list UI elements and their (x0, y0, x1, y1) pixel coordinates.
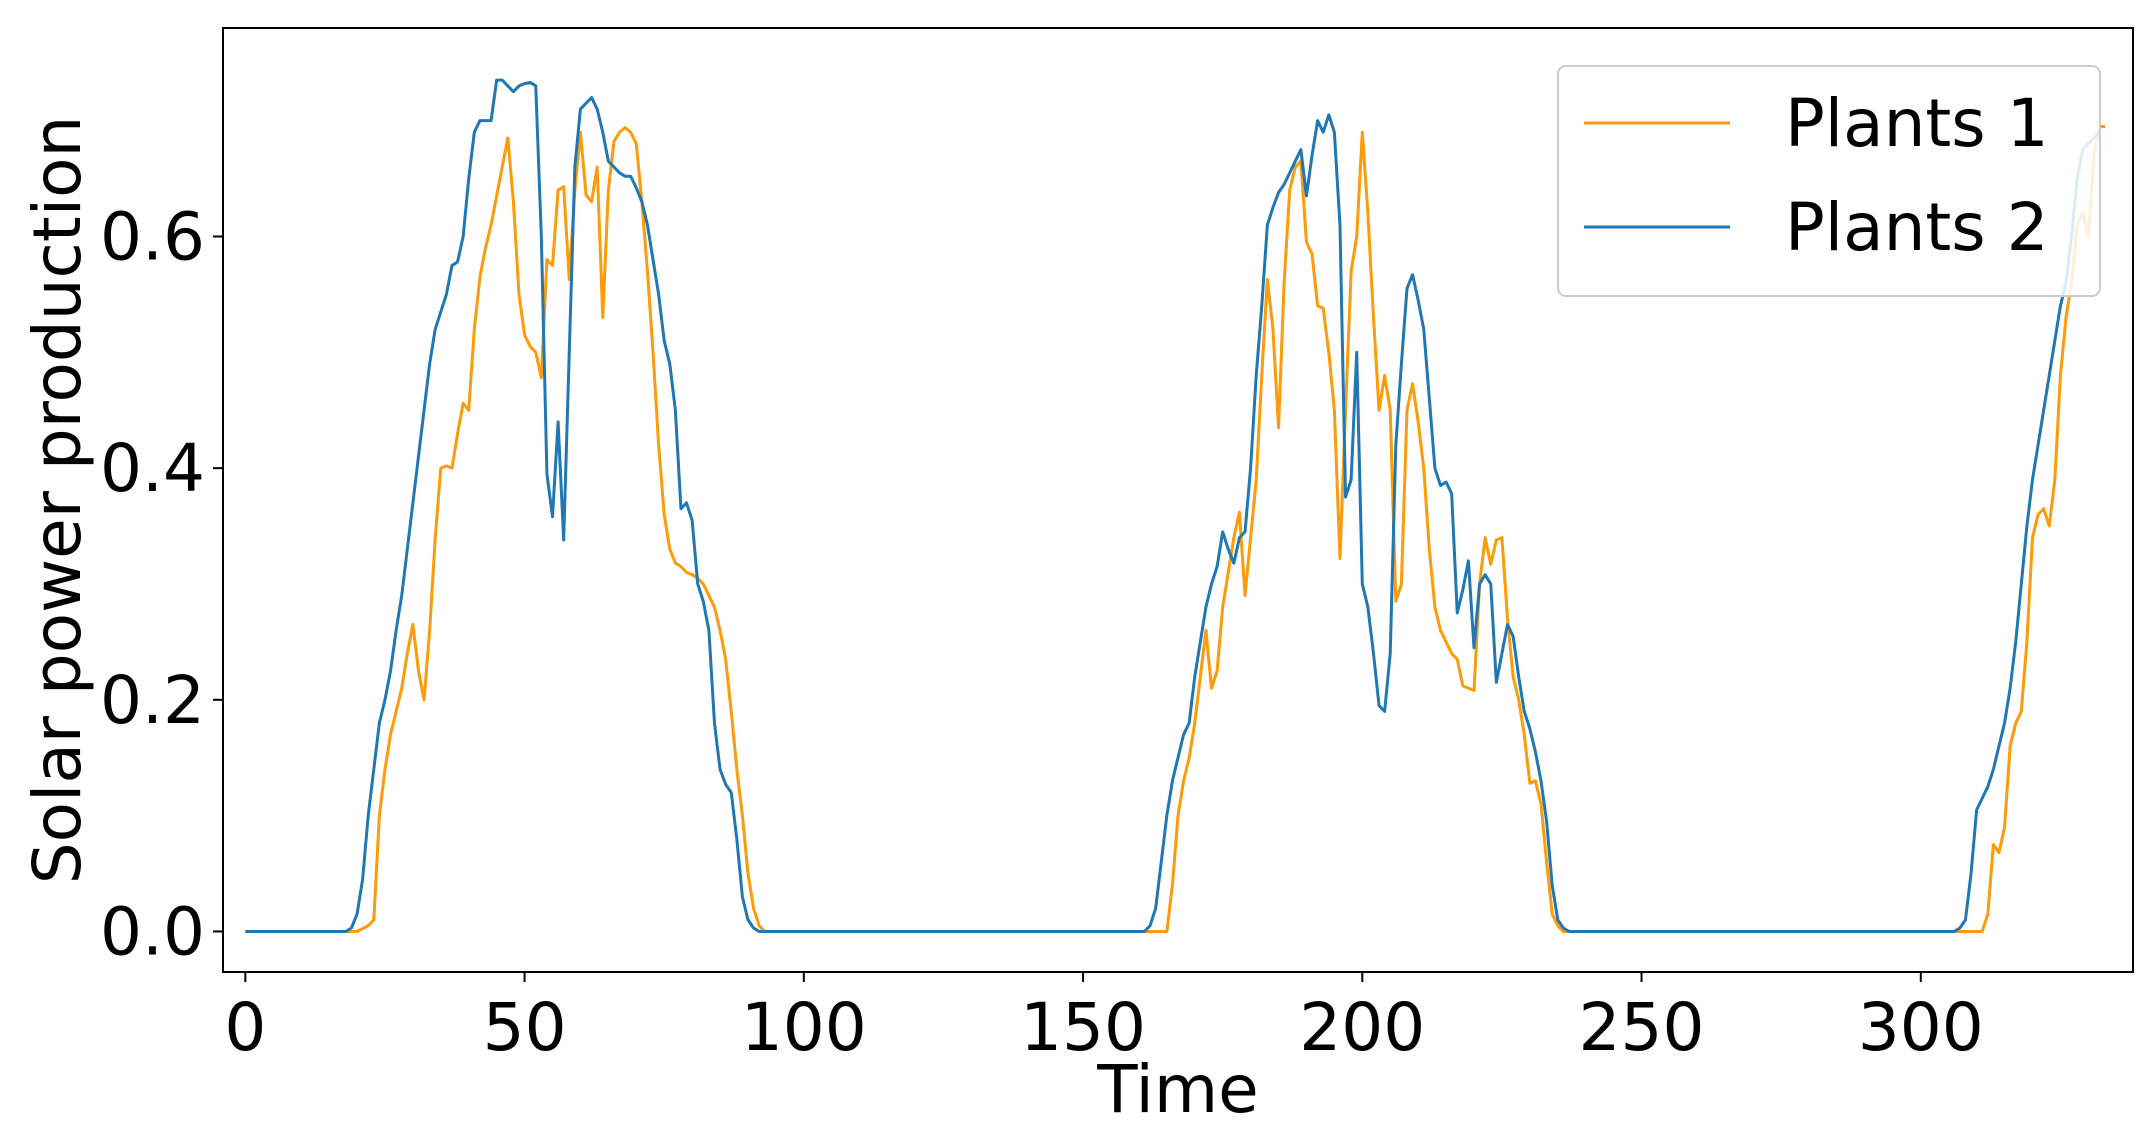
y-axis-title: Solar power production (19, 116, 96, 885)
x-tick-label: 250 (1579, 989, 1705, 1066)
y-tick-label: 0.2 (100, 662, 205, 739)
x-tick-label: 150 (1020, 989, 1146, 1066)
x-tick-label: 0 (224, 989, 266, 1066)
x-tick-label: 300 (1858, 989, 1984, 1066)
y-axis-ticks: 0.0 0.2 0.4 0.6 (100, 198, 223, 970)
y-tick-label: 0.6 (100, 198, 205, 275)
series-layer (245, 78, 2106, 933)
series-line-plants-1 (245, 124, 2106, 933)
x-tick-label: 50 (483, 989, 567, 1066)
x-tick-label: 200 (1299, 989, 1425, 1066)
legend-label-plants-1: Plants 1 (1785, 85, 2049, 162)
series-line-plants-2 (245, 78, 2101, 933)
y-tick-label: 0.0 (100, 893, 205, 970)
legend-label-plants-2: Plants 2 (1785, 189, 2049, 266)
x-axis-ticks: 0 50 100 150 200 250 300 (224, 972, 1984, 1066)
x-axis-title: Time (1096, 1051, 1259, 1124)
x-tick-label: 100 (741, 989, 867, 1066)
plot-area-frame (222, 27, 2134, 973)
legend: Plants 1 Plants 2 (1557, 65, 2101, 297)
y-tick-label: 0.4 (100, 430, 205, 507)
